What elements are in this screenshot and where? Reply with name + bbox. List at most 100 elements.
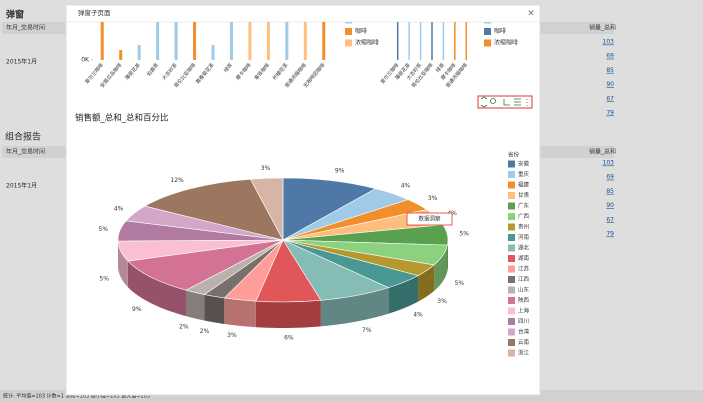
legend-title: 省份 — [508, 151, 520, 159]
data-label: 7% — [362, 327, 372, 334]
x-tick-label: 绿茶 — [222, 62, 234, 74]
table-header: 年月_交易时间 — [6, 148, 45, 156]
legend-label: 山东 — [518, 286, 530, 294]
row-label: 2015年1月 — [6, 58, 37, 66]
bar — [100, 22, 104, 60]
legend-label: 江苏 — [518, 265, 530, 273]
legend-swatch — [484, 28, 491, 35]
cell-value: 79 — [606, 231, 614, 238]
section-title: 组合报告 — [5, 131, 41, 143]
data-label: 2% — [179, 323, 189, 330]
slice — [144, 178, 284, 241]
legend-label: 浓缩咖啡 — [355, 39, 379, 47]
value-header: 销量_总和 — [589, 24, 616, 32]
legend-label: 安徽 — [518, 160, 530, 168]
cell-value: 103 — [603, 39, 615, 46]
data-label: 5% — [98, 226, 108, 233]
table-header: 年月_交易时间 — [6, 24, 45, 32]
legend-label: 江西 — [518, 276, 530, 283]
legend-label: 四川 — [518, 318, 529, 325]
slice-side — [388, 275, 419, 314]
data-label: 4% — [114, 205, 124, 212]
legend-label: 花茶 — [355, 16, 367, 24]
slice — [282, 177, 377, 241]
toolbar-highlight — [477, 95, 533, 109]
legend-swatch — [484, 22, 491, 24]
legend-label: 台湾 — [518, 328, 530, 336]
cell-value: 79 — [606, 110, 614, 117]
data-label: 3% — [437, 298, 447, 305]
legend-label: 花茶 — [494, 16, 506, 24]
cell-value: 85 — [606, 188, 614, 195]
legend-swatch — [508, 349, 515, 357]
modal-title: 弹窗子页面 — [78, 8, 111, 17]
legend-swatch — [508, 244, 515, 252]
data-label: 4% — [413, 311, 423, 318]
legend-swatch — [508, 255, 515, 262]
legend-swatch — [508, 276, 515, 283]
chart-title: 销售额_总和_总和百分比 — [75, 113, 169, 124]
bar — [156, 22, 160, 60]
legend-label: 浓缩咖啡 — [494, 39, 518, 47]
legend-swatch — [508, 234, 515, 241]
tool-icon[interactable] — [480, 96, 488, 108]
data-label: 6% — [284, 334, 294, 341]
bar — [211, 45, 215, 60]
slice-side — [204, 294, 225, 324]
cell-value: 85 — [606, 67, 614, 74]
close-button[interactable]: × — [527, 9, 535, 19]
slice-side — [320, 287, 389, 327]
slice-side — [255, 300, 321, 328]
data-label: 9% — [132, 306, 142, 313]
bar — [303, 22, 307, 60]
bar — [229, 22, 233, 60]
legend-label: 河南 — [518, 233, 530, 241]
slice-side — [447, 240, 448, 272]
legend-swatch — [508, 318, 515, 325]
tool-icon[interactable] — [514, 98, 521, 106]
legend-label: 咖啡 — [494, 27, 506, 35]
x-tick-label: 绿茶 — [434, 62, 446, 74]
bar — [465, 22, 468, 60]
bar — [396, 22, 399, 60]
data-label: 12% — [170, 177, 184, 184]
y-tick-label: 0K — [81, 57, 90, 64]
bar — [137, 45, 141, 60]
legend-swatch — [508, 265, 515, 273]
legend-swatch — [508, 286, 515, 294]
data-label: 3% — [227, 332, 237, 339]
legend-swatch — [484, 39, 491, 47]
value-header: 销量_总和 — [589, 148, 616, 156]
bar — [454, 22, 456, 60]
slice-side — [434, 245, 448, 291]
tooltip — [406, 212, 453, 226]
bar — [119, 50, 123, 60]
bar — [408, 22, 410, 60]
legend-swatch — [345, 22, 352, 24]
bar — [431, 22, 433, 60]
data-label: 5% — [459, 231, 469, 238]
data-label: 3% — [428, 195, 438, 202]
legend-swatch — [508, 192, 515, 199]
legend-label: 广东 — [518, 202, 530, 210]
legend-swatch — [508, 297, 515, 304]
tool-icon[interactable] — [503, 99, 510, 106]
legend-label: 重庆 — [518, 170, 530, 178]
page-title: 弹窗 — [6, 9, 24, 21]
data-label: 5% — [99, 276, 109, 283]
legend-swatch — [508, 339, 515, 346]
legend-label: 咖啡 — [355, 27, 367, 35]
cell-value: 90 — [606, 202, 614, 209]
bar — [419, 22, 422, 60]
slice-side — [127, 261, 187, 317]
tool-icon[interactable] — [490, 98, 496, 104]
slice — [127, 239, 284, 291]
bar — [266, 22, 270, 60]
bar — [285, 22, 289, 60]
cell-value: 67 — [606, 95, 614, 102]
legend-label: 浙江 — [518, 349, 530, 357]
cell-value: 103 — [603, 160, 615, 167]
bar — [174, 22, 178, 60]
